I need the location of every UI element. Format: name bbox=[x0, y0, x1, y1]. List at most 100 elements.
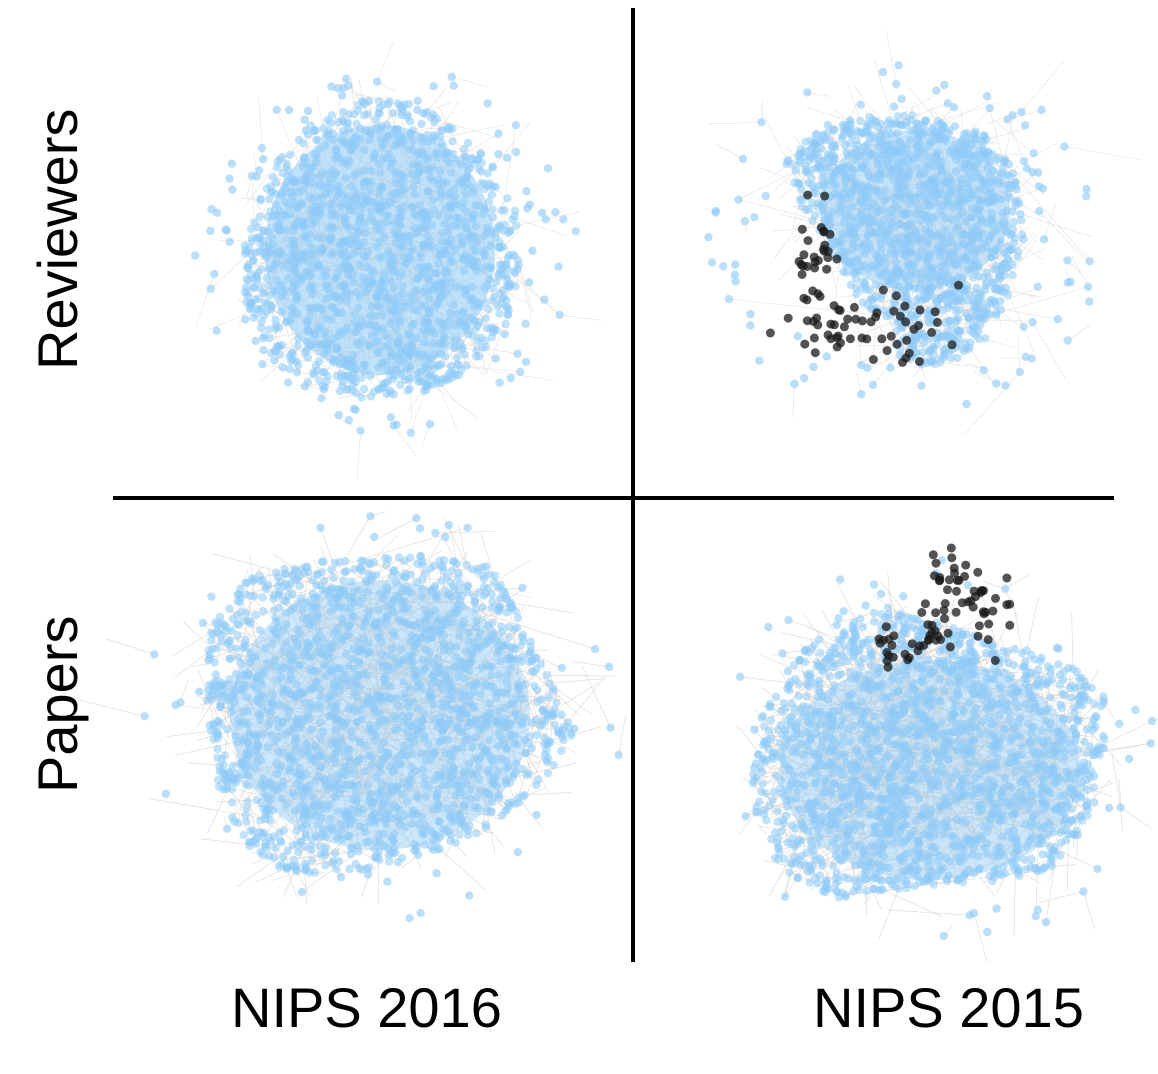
network-node bbox=[893, 112, 902, 121]
network-node bbox=[502, 296, 511, 305]
network-node bbox=[1085, 257, 1094, 266]
network-node bbox=[838, 131, 847, 140]
network-edge bbox=[431, 117, 501, 140]
network-node bbox=[278, 363, 287, 372]
network-node bbox=[928, 357, 937, 366]
network-node bbox=[1053, 315, 1063, 324]
network-edge bbox=[790, 219, 825, 240]
network-node bbox=[449, 81, 458, 90]
network-edge bbox=[251, 175, 255, 223]
network-edge bbox=[972, 371, 1006, 386]
highlighted-node bbox=[843, 314, 853, 324]
panel-reviewers-nips2016 bbox=[191, 42, 602, 481]
network-edge bbox=[618, 714, 627, 756]
network-node bbox=[260, 298, 270, 307]
network-node bbox=[878, 67, 888, 77]
network-node bbox=[945, 126, 954, 135]
network-node bbox=[374, 385, 384, 394]
network-node bbox=[508, 215, 517, 224]
network-edge bbox=[1007, 119, 1025, 162]
network-node bbox=[1009, 217, 1019, 227]
network-edge bbox=[772, 170, 797, 193]
network-node bbox=[512, 147, 521, 157]
network-node bbox=[388, 108, 398, 118]
highlighted-node bbox=[802, 316, 812, 326]
network-edge bbox=[502, 290, 531, 305]
network-edge bbox=[347, 96, 356, 123]
network-node bbox=[502, 153, 512, 162]
network-node bbox=[300, 382, 310, 391]
network-node bbox=[800, 373, 809, 383]
network-node bbox=[971, 130, 980, 140]
network-node bbox=[860, 127, 869, 136]
network-node bbox=[953, 314, 963, 324]
network-node bbox=[256, 323, 266, 333]
network-node bbox=[852, 274, 861, 283]
network-node bbox=[800, 152, 809, 162]
network-edge bbox=[451, 76, 487, 87]
network-node bbox=[247, 171, 256, 180]
network-node bbox=[481, 336, 490, 345]
network-node bbox=[809, 362, 818, 372]
highlighted-node bbox=[904, 348, 914, 358]
network-node bbox=[494, 149, 503, 159]
highlighted-node bbox=[895, 311, 905, 321]
highlighted-node bbox=[833, 331, 843, 341]
network-node bbox=[1029, 149, 1038, 158]
network-edge bbox=[1017, 336, 1021, 373]
network-node bbox=[537, 208, 547, 218]
network-node bbox=[816, 162, 825, 172]
network-node bbox=[469, 331, 479, 341]
network-node bbox=[357, 373, 366, 382]
network-edge bbox=[1003, 115, 1014, 163]
network-node bbox=[253, 233, 263, 243]
network-node bbox=[423, 381, 432, 390]
network-node bbox=[447, 72, 456, 82]
network-node bbox=[982, 282, 991, 291]
network-node bbox=[1082, 192, 1091, 201]
network-node bbox=[801, 167, 810, 176]
network-node bbox=[506, 226, 515, 235]
network-node bbox=[265, 194, 274, 204]
network-node bbox=[421, 109, 430, 119]
highlighted-node bbox=[932, 317, 942, 327]
network-edge bbox=[1032, 321, 1068, 383]
network-core-blob bbox=[265, 125, 495, 375]
network-node bbox=[351, 405, 360, 414]
network-node bbox=[862, 285, 871, 294]
network-node bbox=[982, 92, 992, 101]
network-node bbox=[327, 82, 336, 91]
network-node bbox=[287, 356, 296, 366]
network-node bbox=[978, 304, 988, 314]
network-edge bbox=[573, 661, 610, 668]
network-node bbox=[312, 135, 321, 145]
network-node bbox=[1003, 290, 1013, 300]
network-node bbox=[554, 262, 563, 271]
network-node bbox=[521, 357, 531, 367]
network-node bbox=[803, 88, 812, 97]
network-edge bbox=[999, 239, 1037, 292]
network-node bbox=[823, 128, 832, 138]
network-node bbox=[970, 311, 979, 321]
network-node bbox=[503, 253, 513, 263]
highlighted-node bbox=[783, 313, 793, 323]
highlighted-node bbox=[765, 328, 775, 338]
panel-papers-nips2016 bbox=[60, 511, 627, 923]
network-node bbox=[1034, 182, 1044, 191]
network-node bbox=[933, 294, 942, 303]
network-node bbox=[255, 283, 264, 292]
network-node bbox=[471, 324, 481, 333]
network-node bbox=[886, 363, 895, 372]
network-node bbox=[300, 115, 309, 124]
network-node bbox=[738, 154, 748, 163]
network-node bbox=[417, 119, 426, 129]
network-edge bbox=[458, 365, 554, 381]
network-node bbox=[979, 273, 988, 282]
network-node bbox=[979, 138, 988, 148]
network-node bbox=[979, 366, 988, 375]
network-node bbox=[206, 284, 215, 293]
network-edge bbox=[433, 124, 505, 140]
network-node bbox=[989, 278, 998, 287]
network-node bbox=[498, 286, 507, 295]
network-node bbox=[944, 303, 953, 313]
